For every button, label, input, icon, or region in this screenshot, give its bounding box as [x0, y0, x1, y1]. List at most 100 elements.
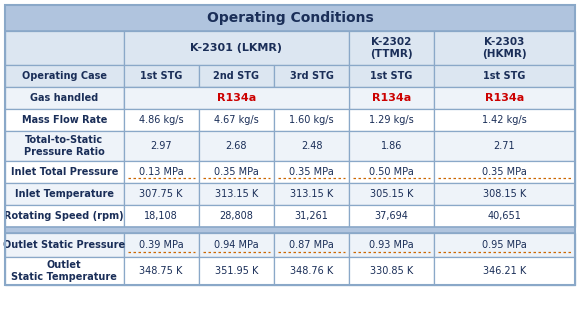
Text: 2.68: 2.68 [226, 141, 247, 151]
Bar [5, 109, 124, 131]
Bar [124, 183, 199, 205]
Bar [5, 205, 124, 227]
Bar [434, 257, 575, 285]
Bar [434, 131, 575, 161]
Bar [274, 233, 349, 257]
Text: 1.86: 1.86 [381, 141, 402, 151]
Bar [274, 161, 349, 183]
Text: 1st STG: 1st STG [140, 71, 182, 81]
Bar [5, 183, 124, 205]
Text: Inlet Temperature: Inlet Temperature [14, 189, 114, 199]
Bar [124, 257, 199, 285]
Bar [349, 233, 434, 257]
Text: 313.15 K: 313.15 K [290, 189, 334, 199]
Bar [349, 109, 434, 131]
Bar [349, 31, 434, 65]
Bar [124, 31, 349, 65]
Bar [199, 87, 274, 109]
Bar [199, 65, 274, 87]
Text: 28,808: 28,808 [219, 211, 253, 221]
Bar [434, 183, 575, 205]
Text: 348.76 K: 348.76 K [290, 266, 334, 276]
Text: 2nd STG: 2nd STG [213, 71, 259, 81]
Bar [199, 257, 274, 285]
Bar [434, 109, 575, 131]
Text: 308.15 K: 308.15 K [483, 189, 526, 199]
Text: R134a: R134a [372, 93, 411, 103]
Bar [349, 257, 434, 285]
Text: 2.48: 2.48 [301, 141, 322, 151]
Bar [124, 109, 199, 131]
Bar [199, 205, 274, 227]
Text: R134a: R134a [217, 93, 256, 103]
Text: K-2301 (LKMR): K-2301 (LKMR) [190, 43, 282, 53]
Text: Gas handled: Gas handled [30, 93, 99, 103]
Bar [199, 233, 274, 257]
Bar [274, 87, 349, 109]
Text: 330.85 K: 330.85 K [370, 266, 413, 276]
Bar [199, 183, 274, 205]
Text: K-2302
(TTMR): K-2302 (TTMR) [370, 37, 413, 59]
Bar [434, 87, 575, 109]
Text: 2.71: 2.71 [494, 141, 515, 151]
Text: Total-to-Static
Pressure Ratio: Total-to-Static Pressure Ratio [24, 135, 104, 157]
Text: 0.39 MPa: 0.39 MPa [139, 240, 183, 250]
Text: Operating Conditions: Operating Conditions [206, 11, 374, 25]
Text: 40,651: 40,651 [487, 211, 521, 221]
Bar [349, 87, 434, 109]
Text: 0.35 MPa: 0.35 MPa [289, 167, 334, 177]
Text: 0.87 MPa: 0.87 MPa [289, 240, 334, 250]
Bar [349, 205, 434, 227]
Text: Operating Case: Operating Case [22, 71, 107, 81]
Bar [274, 131, 349, 161]
Text: 0.35 MPa: 0.35 MPa [214, 167, 259, 177]
Text: 1st STG: 1st STG [483, 71, 525, 81]
Bar [5, 161, 124, 183]
Text: 351.95 K: 351.95 K [215, 266, 258, 276]
Text: 0.35 MPa: 0.35 MPa [482, 167, 527, 177]
Bar [274, 65, 349, 87]
Bar [124, 87, 349, 109]
Bar [274, 205, 349, 227]
Text: 305.15 K: 305.15 K [370, 189, 413, 199]
Text: 307.75 K: 307.75 K [139, 189, 183, 199]
Bar [434, 31, 575, 65]
Text: R134a: R134a [485, 93, 524, 103]
Bar [124, 161, 199, 183]
Text: 348.75 K: 348.75 K [140, 266, 183, 276]
Text: 37,694: 37,694 [375, 211, 408, 221]
Text: 2.97: 2.97 [150, 141, 172, 151]
Bar [349, 65, 434, 87]
Bar [124, 233, 199, 257]
Text: 18,108: 18,108 [144, 211, 178, 221]
Text: 0.93 MPa: 0.93 MPa [369, 240, 414, 250]
Bar [5, 257, 124, 285]
Bar [274, 257, 349, 285]
Text: 0.94 MPa: 0.94 MPa [214, 240, 259, 250]
Text: 1.42 kg/s: 1.42 kg/s [482, 115, 527, 125]
Text: Inlet Total Pressure: Inlet Total Pressure [10, 167, 118, 177]
Bar [434, 205, 575, 227]
Bar [349, 161, 434, 183]
Text: 3rd STG: 3rd STG [290, 71, 334, 81]
Bar [434, 65, 575, 87]
Bar [349, 131, 434, 161]
Bar [434, 161, 575, 183]
Text: 313.15 K: 313.15 K [215, 189, 258, 199]
Bar [124, 65, 199, 87]
Text: 31,261: 31,261 [295, 211, 329, 221]
Text: 346.21 K: 346.21 K [483, 266, 526, 276]
Bar [5, 131, 124, 161]
Bar [124, 205, 199, 227]
Bar [349, 183, 434, 205]
Text: 1.29 kg/s: 1.29 kg/s [369, 115, 414, 125]
Text: Outlet
Static Temperature: Outlet Static Temperature [12, 260, 117, 282]
Text: 0.50 MPa: 0.50 MPa [369, 167, 414, 177]
Bar [124, 87, 199, 109]
Bar [199, 109, 274, 131]
Bar [274, 183, 349, 205]
Text: 1st STG: 1st STG [370, 71, 412, 81]
Text: 0.95 MPa: 0.95 MPa [482, 240, 527, 250]
Bar [124, 131, 199, 161]
Text: K-2303
(HKMR): K-2303 (HKMR) [482, 37, 527, 59]
